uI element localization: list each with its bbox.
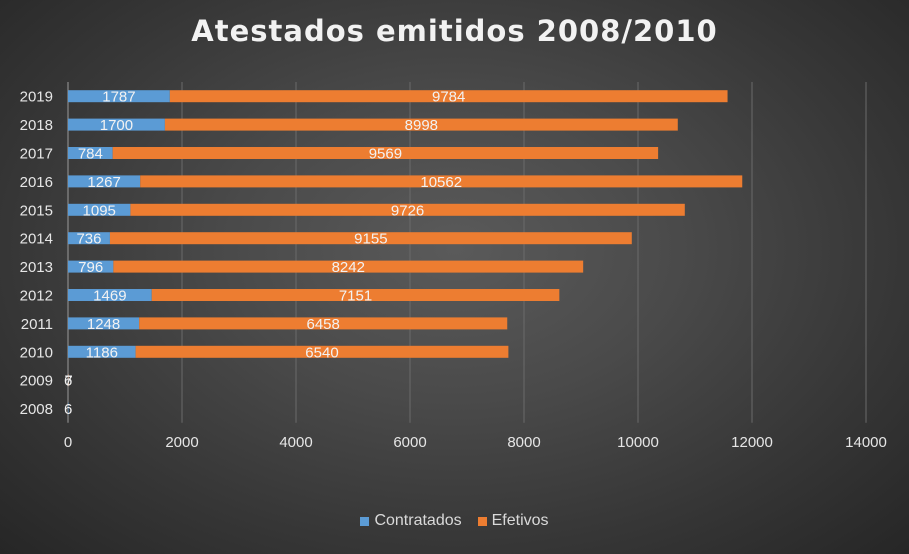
x-tick-label: 12000 xyxy=(731,434,773,451)
data-label: 9569 xyxy=(369,146,402,163)
bar-efetivos-2017 xyxy=(112,147,659,159)
y-tick-label: 2015 xyxy=(20,202,53,219)
y-tick-label: 2017 xyxy=(20,146,53,163)
bar-contratados-2009 xyxy=(68,374,69,387)
data-label: 8998 xyxy=(405,117,438,134)
data-label: 1186 xyxy=(86,344,118,361)
x-tick-label: 4000 xyxy=(279,434,312,451)
data-label: 9784 xyxy=(432,89,465,106)
data-label: 8242 xyxy=(332,259,365,276)
data-label: 1095 xyxy=(83,202,116,219)
bar-contratados-2015 xyxy=(68,203,131,216)
bar-contratados-2011 xyxy=(68,317,140,330)
legend-swatch-contratados xyxy=(360,516,370,526)
bars xyxy=(68,90,743,415)
data-label: 6 xyxy=(64,373,72,390)
legend-label-efetivos: Efetivos xyxy=(491,512,549,529)
gridlines xyxy=(181,82,867,423)
data-label: 1248 xyxy=(87,316,120,333)
bar-efetivos-2009 xyxy=(68,374,69,387)
bar-efetivos-2011 xyxy=(139,317,508,330)
legend-swatch-efetivos xyxy=(477,516,487,526)
y-tick-label: 2014 xyxy=(20,231,53,248)
chart-title: Atestados emitidos 2008/2010 xyxy=(191,14,718,48)
data-label: 7 xyxy=(64,373,72,390)
bar-contratados-2008 xyxy=(68,402,69,415)
x-tick-label: 2000 xyxy=(165,434,198,451)
legend-label-contratados: Contratados xyxy=(374,512,462,529)
data-label: 784 xyxy=(78,146,103,163)
x-tick-label: 0 xyxy=(64,434,72,451)
y-tick-label: 2013 xyxy=(20,259,53,276)
data-label: 6540 xyxy=(305,344,338,361)
bar-efetivos-2010 xyxy=(135,345,509,358)
data-label: 9726 xyxy=(391,202,424,219)
x-tick-label: 6000 xyxy=(393,434,426,451)
bar-efetivos-2015 xyxy=(130,203,685,216)
legend-item-efetivos[interactable]: Efetivos xyxy=(477,512,549,530)
y-tick-label: 2010 xyxy=(20,344,53,361)
data-label: 736 xyxy=(76,231,101,248)
bar-efetivos-2012 xyxy=(151,289,560,301)
bar-contratados-2016 xyxy=(68,175,141,188)
bar-efetivos-2013 xyxy=(113,260,584,273)
x-tick-label: 10000 xyxy=(617,434,659,451)
bar-efetivos-2014 xyxy=(109,232,632,245)
x-tick-label: 14000 xyxy=(845,434,887,451)
y-tick-label: 2012 xyxy=(20,288,53,305)
bar-efetivos-2016 xyxy=(140,175,743,188)
y-tick-label: 2009 xyxy=(20,373,53,390)
y-tick-label: 2016 xyxy=(20,174,53,191)
legend-item-contratados[interactable]: Contratados xyxy=(360,512,462,530)
data-label: 7151 xyxy=(339,288,372,305)
y-tick-label: 2018 xyxy=(20,117,53,134)
bar-contratados-2013 xyxy=(68,260,114,273)
bar-contratados-2019 xyxy=(68,90,170,103)
data-label: 1700 xyxy=(100,117,133,134)
bar-contratados-2018 xyxy=(68,118,165,131)
x-tick-label: 8000 xyxy=(507,434,540,451)
data-label: 1787 xyxy=(102,89,135,106)
data-label: 6 xyxy=(64,401,72,418)
legend: Contratados Efetivos xyxy=(0,512,909,530)
data-label: 10562 xyxy=(420,174,462,191)
y-tick-label: 2008 xyxy=(20,401,53,418)
bar-contratados-2017 xyxy=(68,147,113,159)
bar-efetivos-2018 xyxy=(164,118,678,131)
bar-contratados-2012 xyxy=(68,289,152,301)
data-label: 1469 xyxy=(93,288,126,305)
data-label: 1267 xyxy=(87,174,120,191)
y-tick-label: 2019 xyxy=(20,89,53,106)
bar-contratados-2010 xyxy=(68,345,136,358)
y-tick-label: 2011 xyxy=(21,316,53,333)
data-label: 6458 xyxy=(307,316,340,333)
bar-efetivos-2019 xyxy=(169,90,728,103)
data-label: 9155 xyxy=(354,231,387,248)
data-label: 796 xyxy=(78,259,103,276)
bar-contratados-2014 xyxy=(68,232,110,245)
tick-labels: 2008 2009 2010 2011 2012 2013 2014 2015 2016 2017… xyxy=(20,89,887,451)
